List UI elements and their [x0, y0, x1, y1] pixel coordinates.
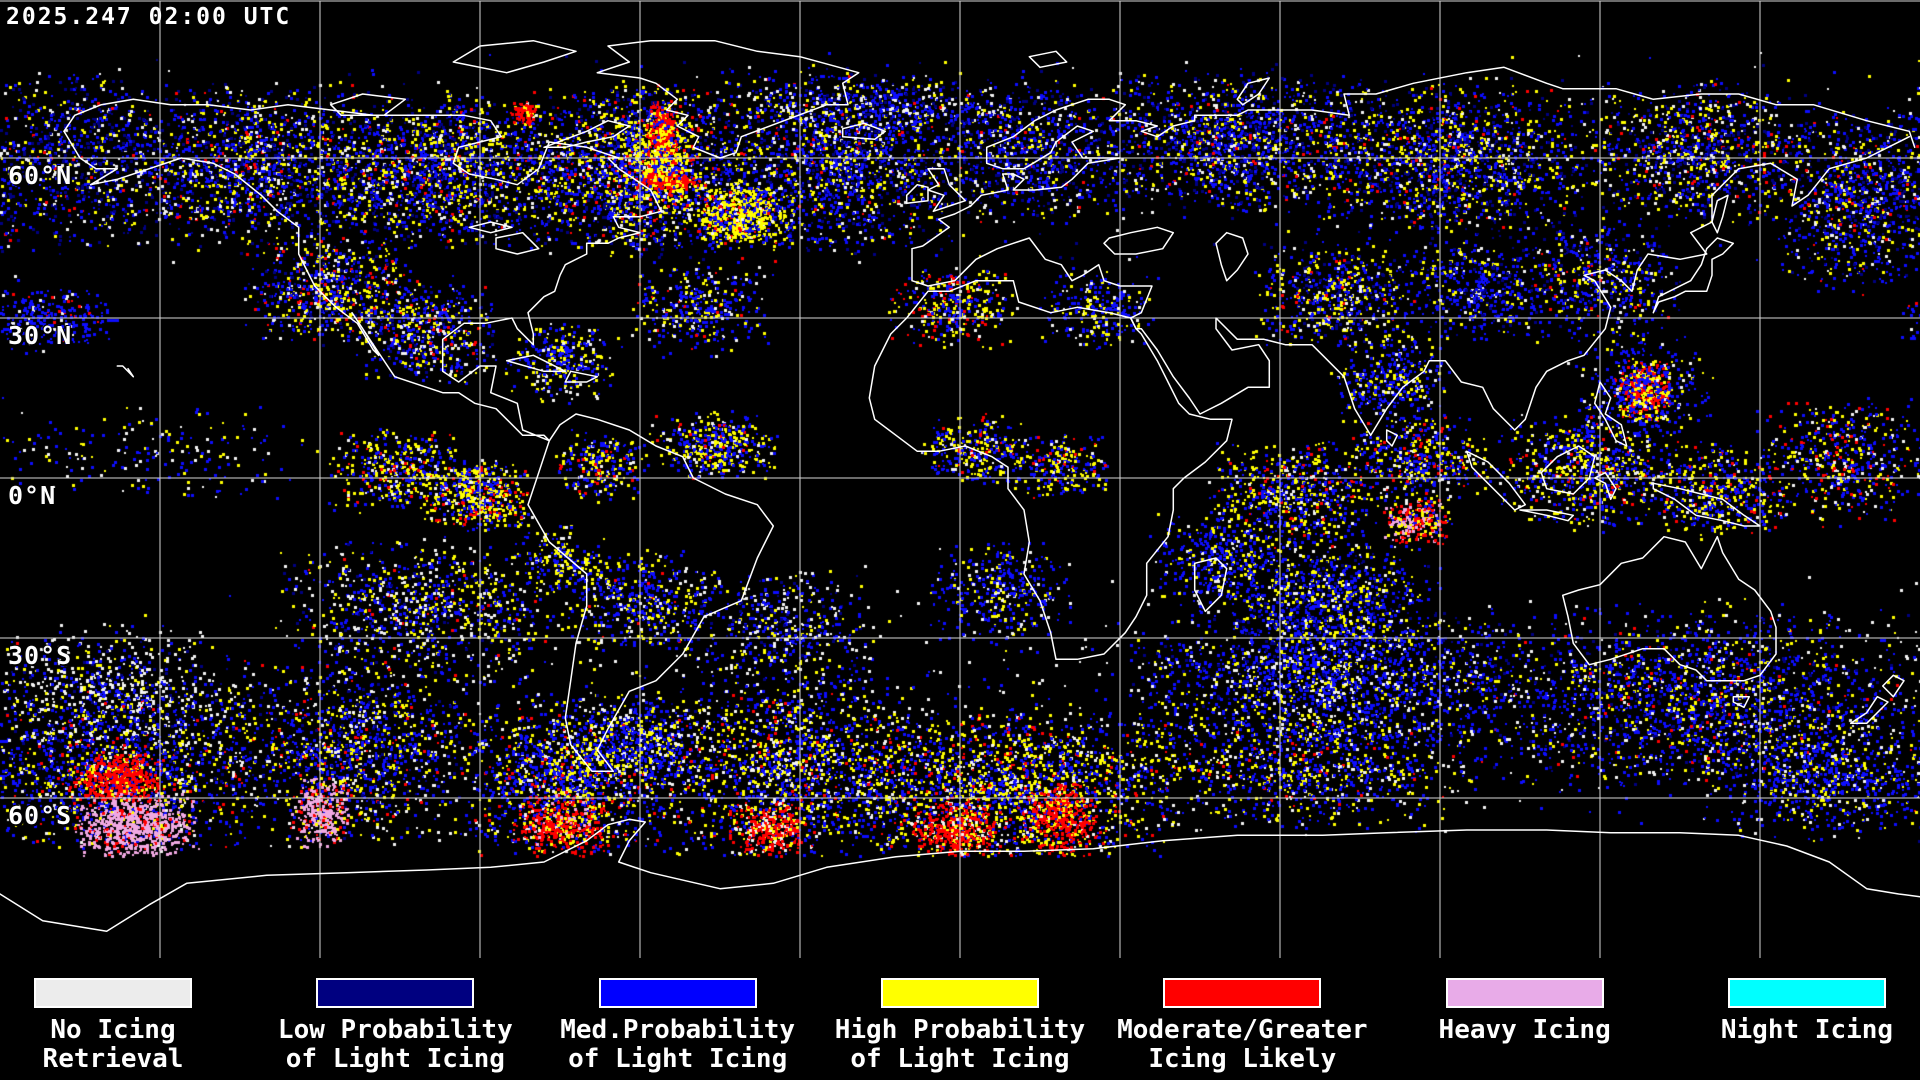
legend-item: Low Probability of Light Icing	[254, 978, 536, 1074]
legend-label: High Probability of Light Icing	[834, 1015, 1086, 1074]
legend-swatch	[1727, 978, 1886, 1008]
coastline-layer	[0, 39, 1920, 933]
timestamp: 2025.247 02:00 UTC	[6, 4, 292, 30]
legend-item: Night Icing	[1666, 978, 1920, 1045]
legend-item: Moderate/Greater Icing Likely	[1101, 978, 1383, 1074]
legend-item: No Icing Retrieval	[0, 978, 254, 1074]
graticule-layer	[0, 0, 1920, 958]
legend-swatch	[1445, 978, 1604, 1008]
legend-swatch	[34, 978, 192, 1008]
legend-item: Heavy Icing	[1384, 978, 1666, 1045]
lat-label: 0°N	[8, 481, 57, 510]
legend-swatch	[598, 978, 757, 1008]
lat-label: 60°N	[8, 161, 73, 190]
legend-label: Moderate/Greater Icing Likely	[1117, 1015, 1368, 1074]
lat-label: 30°N	[8, 321, 73, 350]
legend-swatch	[1163, 978, 1322, 1008]
legend-item: Med.Probability of Light Icing	[537, 978, 819, 1074]
legend-label: Night Icing	[1720, 1015, 1894, 1045]
legend-label: No Icing Retrieval	[42, 1015, 184, 1074]
lat-label: 60°S	[8, 801, 73, 830]
legend-label: Heavy Icing	[1438, 1015, 1611, 1045]
legend-label: Low Probability of Light Icing	[277, 1015, 513, 1074]
lat-label: 30°S	[8, 641, 73, 670]
legend-swatch	[880, 978, 1039, 1008]
legend-swatch	[316, 978, 475, 1008]
legend-label: Med.Probability of Light Icing	[560, 1015, 796, 1074]
legend-item: High Probability of Light Icing	[819, 978, 1101, 1074]
